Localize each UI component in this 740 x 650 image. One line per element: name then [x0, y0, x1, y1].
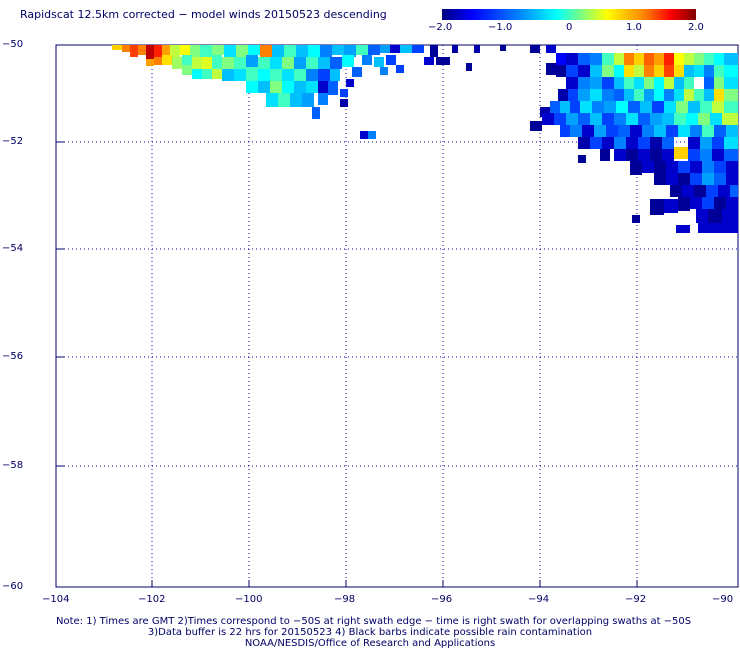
plot-title: Rapidscat 12.5km corrected − model winds… [20, 8, 387, 21]
lat-tick-label: −54 [2, 243, 24, 254]
lat-tick-label: −50 [2, 39, 24, 50]
lon-tick-label: −102 [138, 594, 166, 605]
lat-tick-label: −52 [2, 136, 24, 147]
lon-tick-label: −92 [625, 594, 647, 605]
colorbar [442, 9, 696, 20]
colorbar-tick-label: 0 [566, 22, 573, 33]
note-line-1: Note: 1) Times are GMT 2)Times correspon… [56, 616, 692, 627]
note-line-2: 3)Data buffer is 22 hrs for 20150523 4) … [147, 627, 593, 638]
lon-tick-label: −90 [712, 594, 734, 605]
lon-tick-label: −96 [431, 594, 453, 605]
left-swath-cells [112, 45, 506, 139]
colorbar-tick-label: 2.0 [688, 22, 704, 33]
lat-tick-label: −60 [2, 581, 24, 592]
lon-tick-label: −104 [42, 594, 70, 605]
note-line-3: NOAA/NESDIS/Office of Research and Appli… [244, 638, 496, 649]
colorbar-tick-label: −1.0 [488, 22, 513, 33]
lon-tick-label: −94 [528, 594, 550, 605]
colorbar-tick-label: 1.0 [626, 22, 642, 33]
lat-gridlines [56, 141, 738, 467]
lon-tick-label: −100 [235, 594, 263, 605]
right-swath-cells [530, 45, 738, 233]
lat-tick-label: −56 [2, 351, 24, 362]
colorbar-tick-label: −2.0 [428, 22, 453, 33]
lon-tick-label: −98 [334, 594, 356, 605]
lat-tick-label: −58 [2, 460, 24, 471]
